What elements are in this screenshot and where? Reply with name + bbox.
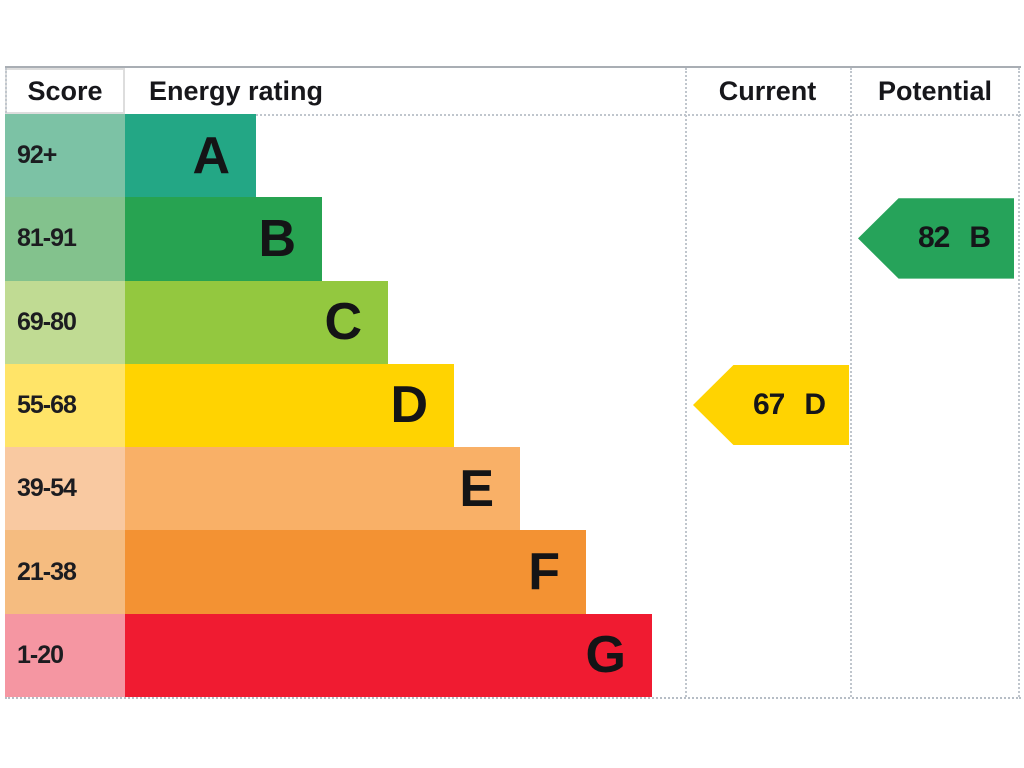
rating-row-f: 21-38 F [5,530,685,614]
band-letter-e: E [459,459,494,518]
rating-row-c: 69-80 C [5,280,685,364]
rating-row-a: 92+ A [5,114,685,198]
rating-bar-c: C [125,280,388,364]
energy-rating-header: Energy rating [127,68,705,114]
score-header: Score [5,68,125,114]
score-range-c: 69-80 [5,280,125,364]
rating-row-d: 55-68 D [5,363,685,448]
band-letter-g: G [585,626,626,685]
band-letter-c: C [324,293,362,352]
current-score-value: 67 [752,387,785,421]
score-range-g: 1-20 [5,613,125,697]
energy-rating-header-label: Energy rating [149,75,324,106]
band-letter-b: B [258,209,296,268]
current-column-divider [685,68,687,697]
score-range-d: 55-68 [5,363,125,448]
rating-bar-g: G [125,613,652,697]
rating-row-b: 81-91 B [5,197,685,281]
potential-header-label: Potential [877,75,992,106]
current-header: Current [687,68,848,114]
potential-header: Potential [852,68,1018,114]
potential-column-divider [850,68,852,697]
header-divider [5,114,1021,116]
rating-row-g: 1-20 G [5,613,685,697]
potential-band-letter: B [969,221,991,255]
rating-bar-e: E [125,447,520,531]
band-letter-a: A [192,126,230,185]
epc-rating-chart: Score Energy rating Current Potential 92… [5,66,1021,699]
rating-bar-b: B [125,197,322,281]
current-band-letter: D [804,387,826,421]
rating-bar-f: F [125,530,586,614]
band-letter-f: F [528,543,560,602]
score-range-f: 21-38 [5,530,125,614]
score-header-label: Score [27,75,103,106]
rating-bar-d: D [125,363,454,448]
score-range-a: 92+ [5,114,125,198]
potential-score-value: 82 [917,221,950,255]
rating-bar-a: A [125,114,256,198]
current-rating-arrow: 67 D [693,364,849,446]
potential-rating-arrow: 82 B [858,198,1014,279]
current-header-label: Current [718,75,817,106]
table-right-border [1018,68,1020,697]
score-range-e: 39-54 [5,447,125,531]
rating-row-e: 39-54 E [5,447,685,531]
band-letter-d: D [390,376,428,435]
score-range-b: 81-91 [5,197,125,281]
rating-rows: 92+ A 81-91 B 69-80 C 55-68 D 39-54 E 21-38 F 1-20 G [5,114,685,697]
